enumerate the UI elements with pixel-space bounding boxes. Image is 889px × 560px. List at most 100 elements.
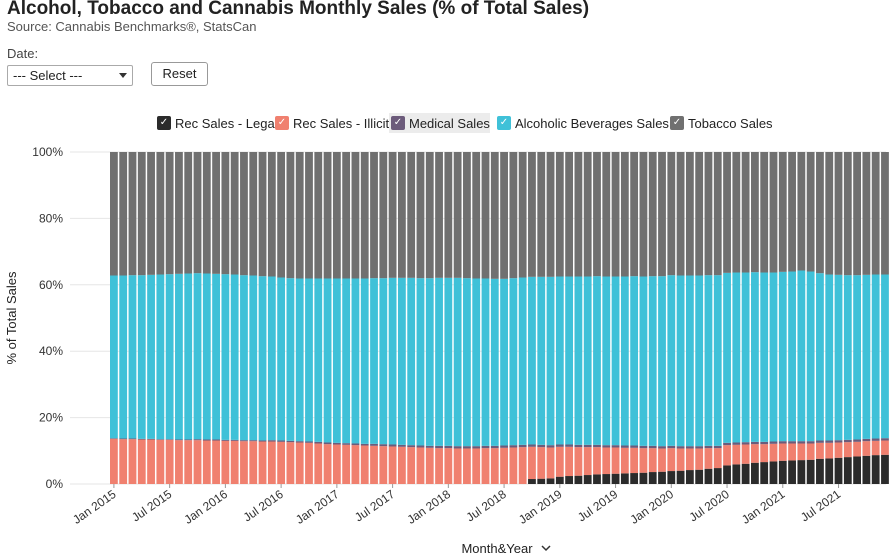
bar-segment[interactable]	[370, 278, 378, 444]
bar-segment[interactable]	[165, 439, 174, 440]
bar-segment[interactable]	[602, 276, 611, 446]
bar-segment[interactable]	[305, 441, 313, 443]
bar-segment[interactable]	[314, 278, 323, 442]
bar-segment[interactable]	[342, 443, 351, 445]
bar-segment[interactable]	[137, 275, 146, 439]
x-axis-title[interactable]: Month&Year	[461, 541, 533, 556]
bar-segment[interactable]	[769, 443, 778, 462]
bar-segment[interactable]	[314, 152, 323, 279]
bar-segment[interactable]	[778, 152, 787, 272]
bar-segment[interactable]	[388, 444, 397, 447]
bar-segment[interactable]	[648, 276, 657, 446]
bar-segment[interactable]	[305, 278, 313, 442]
bar-segment[interactable]	[732, 152, 741, 273]
bar-segment[interactable]	[230, 152, 239, 275]
bar-segment[interactable]	[806, 443, 815, 460]
bar-segment[interactable]	[305, 442, 313, 484]
bar-segment[interactable]	[760, 462, 769, 484]
bar-segment[interactable]	[444, 277, 453, 446]
bar-segment[interactable]	[834, 442, 843, 458]
bar-segment[interactable]	[110, 152, 118, 276]
legend-item-rec-illicit[interactable]: ✓ Rec Sales - Illicit	[273, 113, 389, 133]
bar-segment[interactable]	[193, 440, 202, 484]
bar-segment[interactable]	[249, 152, 258, 276]
bar-segment[interactable]	[685, 470, 694, 484]
bar-segment[interactable]	[853, 441, 861, 457]
bar-segment[interactable]	[843, 152, 852, 276]
bar-segment[interactable]	[351, 152, 360, 279]
bar-segment[interactable]	[388, 446, 397, 484]
bar-segment[interactable]	[528, 276, 536, 445]
bar-segment[interactable]	[769, 272, 778, 442]
bar-segment[interactable]	[360, 443, 369, 446]
bar-segment[interactable]	[490, 448, 499, 484]
bar-segment[interactable]	[184, 273, 193, 440]
bar-segment[interactable]	[212, 439, 220, 441]
bar-segment[interactable]	[425, 445, 434, 448]
bar-segment[interactable]	[249, 441, 258, 484]
bar-segment[interactable]	[184, 152, 193, 274]
bar-segment[interactable]	[797, 441, 806, 444]
bar-segment[interactable]	[881, 454, 889, 484]
bar-segment[interactable]	[648, 152, 657, 277]
bar-segment[interactable]	[509, 445, 518, 448]
bar-segment[interactable]	[332, 444, 341, 484]
bar-segment[interactable]	[119, 438, 128, 440]
bar-segment[interactable]	[676, 446, 685, 449]
bar-segment[interactable]	[147, 274, 155, 439]
bar-segment[interactable]	[583, 447, 592, 476]
bar-segment[interactable]	[202, 152, 211, 274]
bar-segment[interactable]	[277, 441, 286, 484]
bar-segment[interactable]	[555, 276, 564, 445]
bar-segment[interactable]	[816, 152, 824, 274]
legend-item-tobacco[interactable]: ✓ Tobacco Sales	[668, 113, 773, 133]
bar-segment[interactable]	[862, 274, 871, 439]
bar-segment[interactable]	[342, 278, 351, 444]
bar-segment[interactable]	[351, 443, 360, 446]
bar-segment[interactable]	[379, 152, 388, 279]
bar-segment[interactable]	[834, 152, 843, 275]
bar-segment[interactable]	[388, 277, 397, 445]
bar-segment[interactable]	[277, 277, 286, 441]
bar-segment[interactable]	[258, 441, 267, 485]
bar-segment[interactable]	[816, 442, 824, 459]
bar-segment[interactable]	[620, 152, 629, 277]
bar-segment[interactable]	[862, 455, 871, 484]
bar-segment[interactable]	[648, 445, 657, 449]
bar-segment[interactable]	[881, 152, 889, 275]
bar-segment[interactable]	[240, 275, 248, 441]
bar-segment[interactable]	[760, 441, 769, 445]
bar-segment[interactable]	[137, 152, 146, 276]
bar-segment[interactable]	[407, 277, 416, 446]
bar-segment[interactable]	[500, 278, 508, 446]
bar-segment[interactable]	[732, 442, 741, 445]
bar-segment[interactable]	[843, 439, 852, 443]
bar-segment[interactable]	[630, 447, 639, 474]
bar-segment[interactable]	[583, 276, 592, 445]
bar-segment[interactable]	[741, 463, 750, 484]
bar-segment[interactable]	[370, 152, 378, 279]
bar-segment[interactable]	[425, 278, 434, 446]
bar-segment[interactable]	[500, 447, 508, 484]
bar-segment[interactable]	[713, 448, 722, 469]
bar-segment[interactable]	[295, 442, 304, 485]
bar-segment[interactable]	[676, 448, 685, 471]
bar-segment[interactable]	[704, 152, 713, 276]
bar-segment[interactable]	[175, 439, 183, 441]
bar-segment[interactable]	[760, 152, 769, 273]
bar-segment[interactable]	[881, 440, 889, 455]
bar-segment[interactable]	[853, 456, 861, 484]
bar-segment[interactable]	[695, 152, 704, 276]
bar-segment[interactable]	[295, 278, 304, 442]
bar-segment[interactable]	[871, 438, 880, 441]
bar-segment[interactable]	[267, 440, 276, 442]
bar-segment[interactable]	[481, 448, 490, 484]
bar-segment[interactable]	[816, 273, 824, 441]
bar-segment[interactable]	[555, 446, 564, 477]
bar-segment[interactable]	[128, 152, 137, 276]
bar-segment[interactable]	[240, 440, 248, 442]
bar-segment[interactable]	[565, 276, 574, 445]
bar-segment[interactable]	[472, 278, 481, 447]
bar-segment[interactable]	[723, 272, 731, 443]
bar-segment[interactable]	[546, 478, 555, 484]
